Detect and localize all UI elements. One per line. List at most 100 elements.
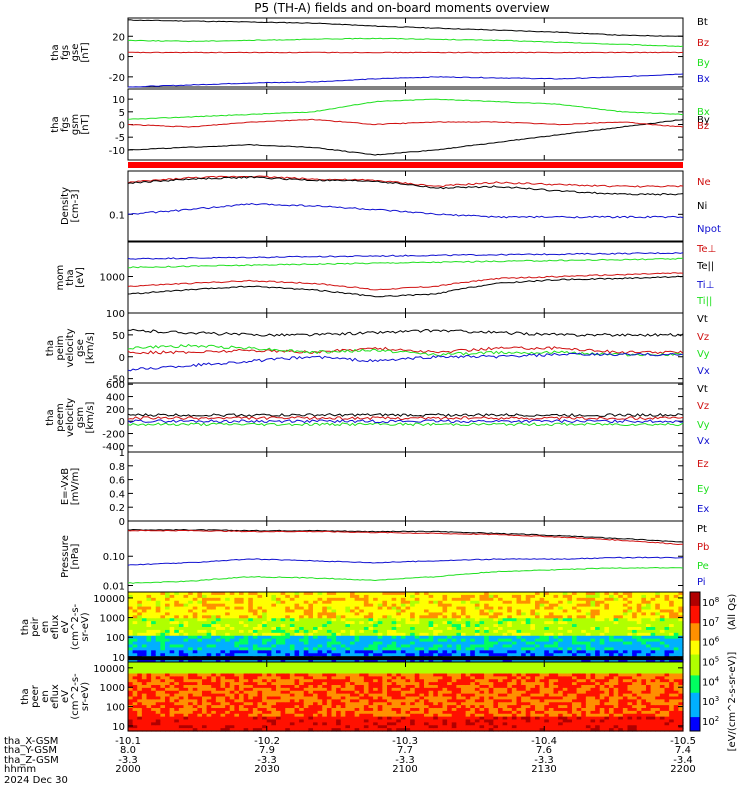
heatmap-cell [414, 603, 420, 608]
heatmap-cell [271, 690, 277, 695]
heatmap-cell [521, 615, 527, 619]
heatmap-cell [609, 600, 615, 605]
heatmap-cell [294, 699, 300, 703]
heatmap-cell [141, 641, 148, 646]
heatmap-cell [678, 612, 684, 616]
heatmap-cell [585, 627, 592, 631]
heatmap-cell [354, 641, 360, 646]
heatmap-cell [433, 693, 439, 698]
heatmap-cell [562, 600, 568, 605]
heatmap-cell [234, 705, 240, 709]
heatmap-cell [234, 687, 240, 692]
heatmap-cell [599, 615, 605, 619]
heatmap-cell [285, 687, 291, 692]
heatmap-cell [322, 609, 328, 614]
heatmap-cell [382, 612, 388, 616]
heatmap-cell [202, 722, 208, 726]
heatmap-cell [178, 606, 185, 611]
heatmap-cell [183, 600, 189, 605]
y-axis-label: [cm-3] [70, 189, 81, 222]
heatmap-cell [243, 708, 249, 712]
heatmap-cell [202, 638, 208, 643]
heatmap-cell [507, 621, 513, 625]
heatmap-cell [183, 702, 189, 706]
heatmap-cell [169, 705, 175, 709]
heatmap-cell [437, 676, 444, 680]
heatmap-cell [451, 679, 457, 683]
heatmap-cell [470, 716, 476, 721]
heatmap-cell [336, 685, 342, 689]
heatmap-cell [234, 670, 240, 675]
heatmap-cell [410, 670, 416, 675]
heatmap-cell [396, 606, 402, 611]
heatmap-cell [280, 679, 286, 683]
heatmap-cell [257, 662, 263, 666]
heatmap-cell [188, 713, 194, 718]
heatmap-cell [609, 621, 615, 625]
heatmap-cell [363, 644, 370, 649]
heatmap-cell [183, 612, 189, 616]
heatmap-cell [206, 679, 212, 683]
heatmap-cell [669, 615, 675, 619]
heatmap-cell [197, 635, 203, 640]
heatmap-cell [419, 690, 425, 695]
heatmap-cell [160, 647, 166, 651]
heatmap-cell [451, 682, 457, 686]
heatmap-cell [234, 644, 240, 649]
heatmap-cell [553, 609, 559, 614]
heatmap-cell [382, 618, 388, 622]
heatmap-cell [622, 612, 629, 616]
heatmap-cell [470, 725, 476, 729]
heatmap-cell [428, 653, 434, 657]
heatmap-cell [400, 592, 407, 596]
heatmap-cell [160, 615, 166, 619]
heatmap-cell [165, 641, 171, 646]
heatmap-cell [461, 641, 467, 646]
heatmap-cell [146, 673, 152, 677]
heatmap-cell [331, 641, 337, 646]
heatmap-cell [336, 597, 342, 602]
heatmap-cell [391, 687, 397, 692]
heatmap-cell [451, 659, 457, 663]
heatmap-cell [488, 600, 494, 605]
heatmap-cell [243, 722, 249, 726]
heatmap-cell [299, 728, 305, 732]
heatmap-cell [470, 659, 476, 663]
heatmap-cell [428, 597, 434, 602]
heatmap-cell [155, 702, 161, 706]
heatmap-cell [132, 632, 138, 637]
heatmap-cell [317, 702, 323, 706]
heatmap-cell [331, 592, 337, 596]
heatmap-cell [659, 600, 666, 605]
heatmap-cell [174, 690, 180, 695]
heatmap-cell [484, 629, 490, 634]
heatmap-cell [567, 659, 573, 663]
heatmap-cell [280, 629, 286, 634]
heatmap-cell [373, 594, 379, 599]
heatmap-cell [229, 624, 235, 628]
heatmap-cell [465, 725, 471, 729]
heatmap-cell [197, 687, 203, 692]
heatmap-cell [442, 664, 448, 669]
heatmap-cell [461, 722, 467, 726]
heatmap-cell [340, 716, 346, 721]
heatmap-cell [539, 650, 545, 654]
heatmap-cell [646, 594, 652, 599]
heatmap-cell [229, 676, 235, 680]
heatmap-cell [470, 609, 476, 614]
legend-Pt: Pt [697, 524, 707, 535]
heatmap-cell [225, 592, 231, 596]
heatmap-cell [387, 696, 393, 700]
heatmap-cell [414, 728, 420, 732]
heatmap-cell [678, 644, 684, 649]
heatmap-cell [234, 722, 240, 726]
heatmap-cell [567, 594, 573, 599]
heatmap-cell [317, 594, 323, 599]
heatmap-cell [359, 682, 365, 686]
heatmap-cell [188, 719, 194, 723]
heatmap-cell [641, 600, 647, 605]
heatmap-cell [424, 673, 430, 677]
heatmap-cell [294, 594, 300, 599]
heatmap-cell [437, 653, 444, 657]
heatmap-cell [340, 644, 346, 649]
